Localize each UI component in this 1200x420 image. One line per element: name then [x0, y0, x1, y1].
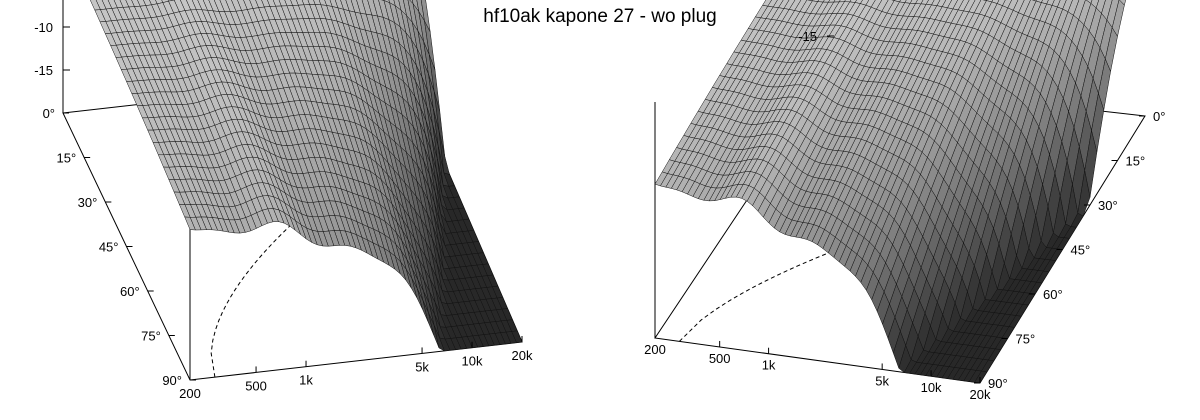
chart-title: hf10ak kapone 27 - wo plug — [483, 6, 717, 27]
x-tick-label: 200 — [179, 386, 201, 401]
surface-mesh — [89, 0, 523, 352]
surface-cell — [708, 187, 723, 202]
y-tick-label: 45° — [1071, 243, 1091, 258]
x-tick-label: 5k — [415, 359, 429, 374]
y-tick-label: 30° — [78, 195, 98, 210]
x-tick-label: 1k — [299, 373, 313, 388]
surface-cell — [228, 219, 241, 234]
y-tick-label: 15° — [1126, 154, 1146, 169]
y-tick-label: 15° — [56, 151, 76, 166]
surface-cell — [317, 231, 329, 247]
x-tick-label: 1k — [762, 358, 776, 373]
y-tick-label: 75° — [1016, 332, 1036, 347]
x-tick-label: 500 — [709, 351, 731, 366]
x-tick-label: 500 — [245, 378, 267, 393]
y-tick-label: 90° — [988, 376, 1008, 391]
base-contour-dashed — [210, 173, 352, 378]
y-tick-label: 90° — [162, 373, 182, 388]
y-tick-label: 0° — [1153, 109, 1165, 124]
x-tick-label: 20k — [512, 348, 533, 363]
y-tick-label: 45° — [99, 240, 119, 255]
x-tick-label: 200 — [644, 342, 666, 357]
x-tick-label: 5k — [875, 373, 889, 388]
surface-mesh — [654, 0, 1126, 384]
y-tick-label: 30° — [1098, 198, 1118, 213]
x-tick-label: 10k — [462, 354, 483, 369]
x-tick-label: 10k — [921, 380, 942, 395]
surface-plot-right: 0-5-10-152005001k5k10k20k0°15°30°45°60°7… — [644, 0, 1165, 402]
z-tick-label: -15 — [34, 63, 53, 78]
surface-cell — [439, 337, 451, 352]
surface-plot-left: 0-5-10-152005001k5k10k20k0°15°30°45°60°7… — [34, 0, 533, 401]
z-tick-label: -10 — [34, 20, 53, 35]
y-tick-label: 60° — [1043, 287, 1063, 302]
y-tick-label: 60° — [120, 284, 140, 299]
y-tick-label: 75° — [141, 329, 161, 344]
x-tick-label: 20k — [970, 387, 991, 402]
surface-cell — [189, 216, 202, 231]
z-tick-label: -15 — [798, 29, 817, 44]
y-tick-label: 0° — [43, 106, 55, 121]
